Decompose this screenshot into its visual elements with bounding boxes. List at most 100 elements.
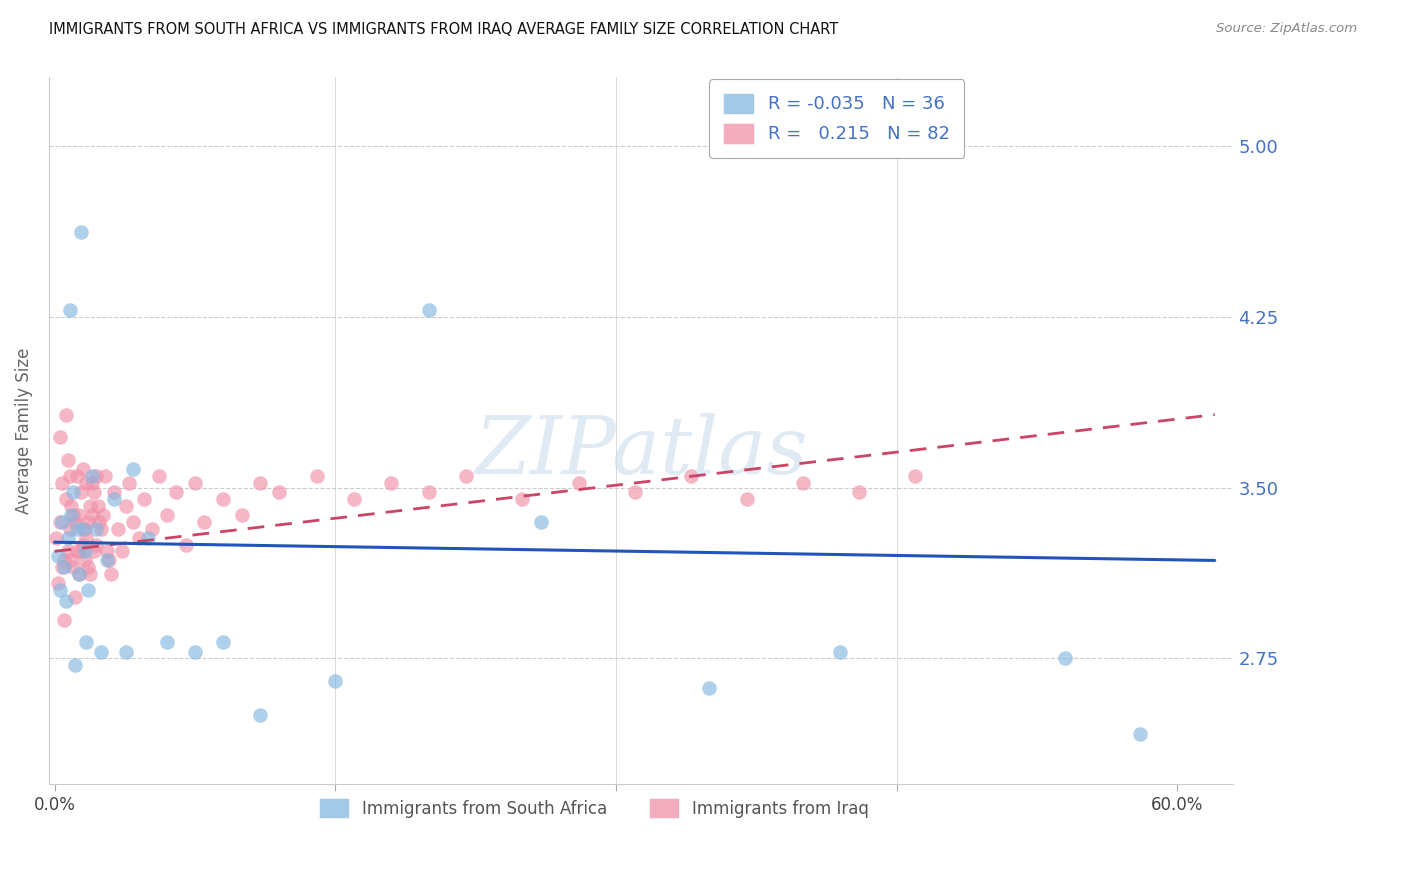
Point (134, 491, 156, 506)
Point (80, 475, 103, 490)
Point (136, 531, 159, 545)
Point (128, 531, 150, 545)
Point (90, 522, 112, 536)
Point (89, 515, 111, 529)
Point (91, 508, 114, 522)
Point (46, 576, 69, 591)
Point (63, 515, 86, 529)
Point (66, 544, 89, 558)
Point (75, 475, 97, 490)
Point (75, 531, 97, 545)
Point (679, 469, 702, 483)
Point (418, 485, 440, 500)
Point (56, 544, 79, 558)
Point (212, 491, 235, 506)
Point (184, 475, 207, 490)
Point (97, 553, 120, 567)
Point (77, 560, 100, 574)
Point (83, 485, 105, 500)
Point (122, 462, 145, 476)
Point (830, 644, 852, 658)
Point (62, 560, 84, 574)
Point (118, 475, 141, 490)
Point (80, 469, 103, 483)
Point (49, 583, 72, 598)
Point (380, 475, 402, 490)
Point (141, 522, 163, 536)
Point (77, 583, 100, 598)
Point (212, 635, 235, 649)
Point (323, 674, 346, 689)
Point (69, 485, 91, 500)
Point (69, 544, 91, 558)
Point (792, 475, 814, 490)
Point (51, 560, 73, 574)
Legend: Immigrants from South Africa, Immigrants from Iraq: Immigrants from South Africa, Immigrants… (312, 791, 876, 825)
Point (623, 485, 645, 500)
Point (60, 508, 83, 522)
Text: Source: ZipAtlas.com: Source: ZipAtlas.com (1216, 22, 1357, 36)
Point (249, 475, 271, 490)
Point (418, 302, 440, 317)
Point (305, 469, 328, 483)
Point (67, 567, 90, 582)
Point (69, 226, 91, 240)
Point (165, 485, 187, 500)
Point (512, 491, 534, 506)
Point (735, 491, 758, 506)
Point (84, 537, 107, 551)
Point (72, 537, 94, 551)
Point (103, 491, 125, 506)
Point (79, 567, 101, 582)
Point (62, 508, 84, 522)
Point (269, 485, 291, 500)
Point (343, 491, 366, 506)
Point (73, 544, 96, 558)
Point (66, 522, 89, 536)
Point (848, 485, 870, 500)
Point (67, 567, 90, 582)
Point (156, 508, 179, 522)
Point (72, 462, 94, 476)
Point (55, 594, 77, 608)
Point (55, 491, 77, 506)
Point (66, 469, 89, 483)
Point (699, 681, 721, 695)
Point (56, 453, 79, 467)
Point (107, 522, 129, 536)
Point (94, 469, 117, 483)
Point (75, 635, 97, 649)
Point (84, 469, 107, 483)
Point (530, 515, 553, 529)
Point (904, 469, 927, 483)
Point (84, 522, 107, 536)
Text: ZIPatlas: ZIPatlas (474, 413, 808, 491)
Point (52, 613, 75, 627)
Point (49, 515, 72, 529)
Y-axis label: Average Family Size: Average Family Size (15, 347, 32, 514)
Point (96, 544, 118, 558)
Point (46, 549, 69, 563)
Point (79, 499, 101, 513)
Point (63, 590, 86, 604)
Point (73, 553, 96, 567)
Point (567, 475, 589, 490)
Point (114, 644, 136, 658)
Point (72, 522, 94, 536)
Point (77, 515, 100, 529)
Point (83, 544, 105, 558)
Point (58, 469, 80, 483)
Point (58, 302, 80, 317)
Point (96, 553, 118, 567)
Point (45, 531, 67, 545)
Point (148, 469, 170, 483)
Point (156, 635, 179, 649)
Point (249, 708, 271, 723)
Point (51, 515, 73, 529)
Point (86, 499, 108, 513)
Point (456, 469, 478, 483)
Point (60, 553, 83, 567)
Point (58, 522, 80, 536)
Point (67, 508, 90, 522)
Point (90, 644, 112, 658)
